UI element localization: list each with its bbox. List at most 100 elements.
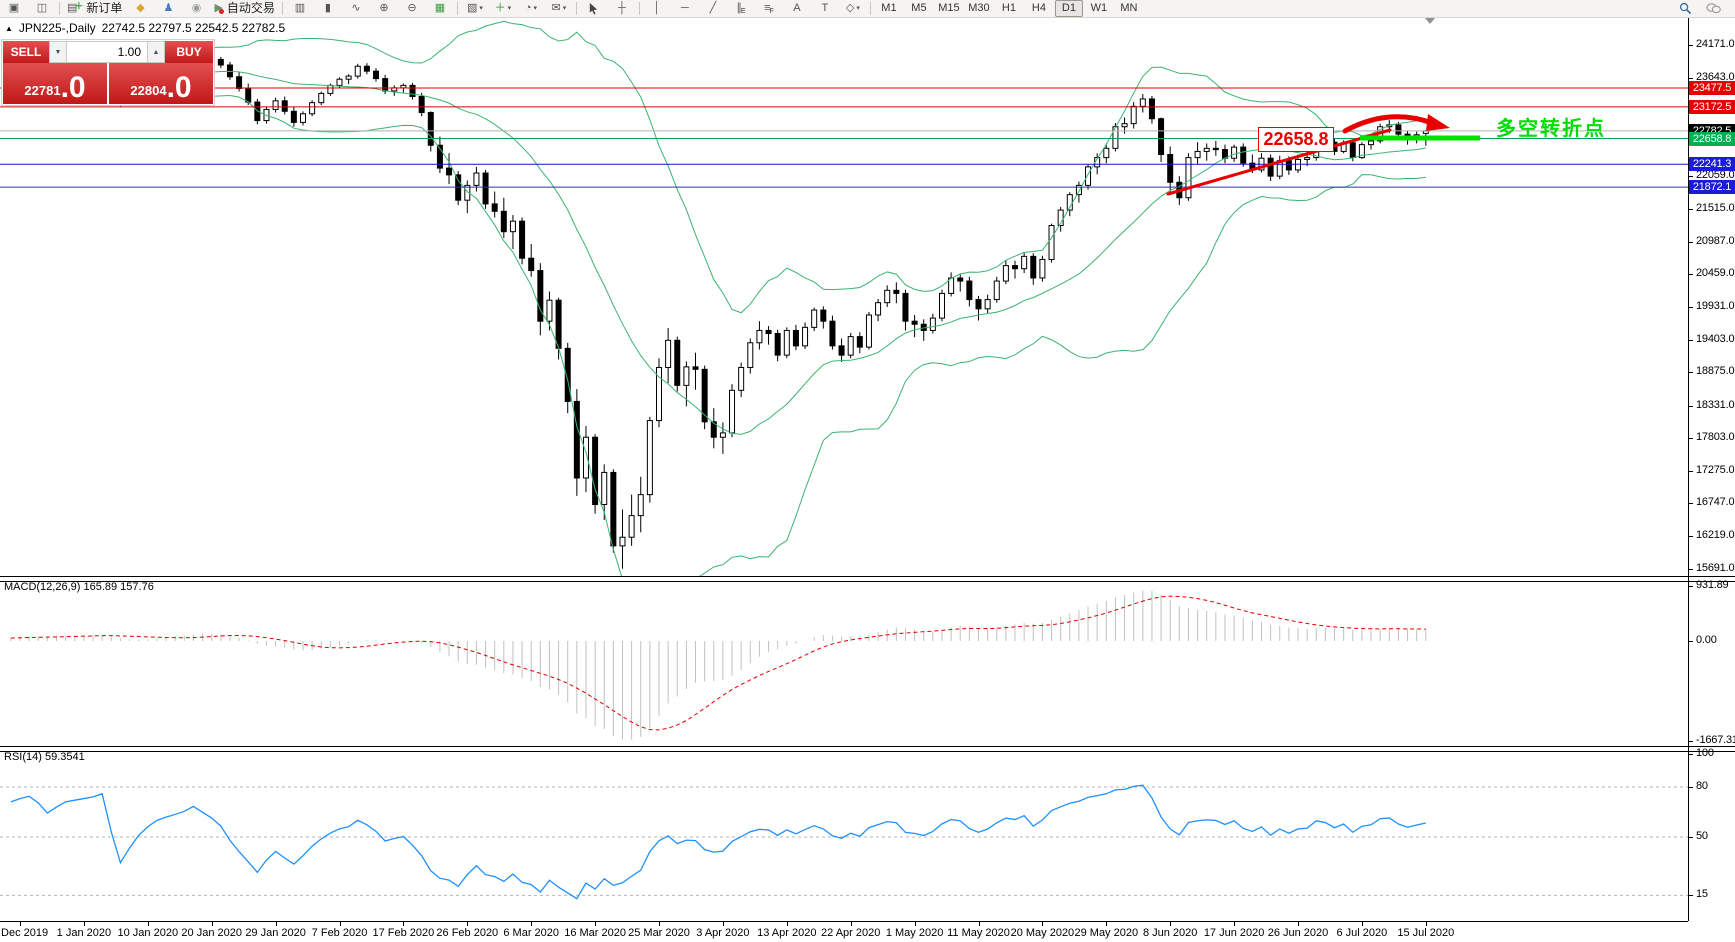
shapes-icon[interactable]: ◇ ▾ xyxy=(845,2,860,14)
community-icon[interactable]: ♟ xyxy=(163,2,174,14)
buy-button[interactable]: BUY xyxy=(165,41,213,63)
tf-h4-button[interactable]: H4 xyxy=(1031,2,1046,14)
axis-tick-label: 50 xyxy=(1696,830,1708,842)
date-tick-label: 13 Apr 2020 xyxy=(757,927,817,939)
axis-tick-label: 18875.0 xyxy=(1696,365,1735,378)
axis-tick-label: 18331.0 xyxy=(1696,398,1735,411)
tf-m30-button[interactable]: M30 xyxy=(968,2,990,14)
date-tick-mark xyxy=(467,922,469,926)
zoom-out-icon[interactable]: ⊖ xyxy=(407,2,417,14)
auto-trading-icon[interactable]: ▶ 自动交易 xyxy=(214,1,275,15)
price-chart-canvas[interactable] xyxy=(0,17,1688,576)
axis-tick-label: 80 xyxy=(1696,779,1708,792)
cursor-icon[interactable] xyxy=(581,0,607,17)
date-tick-label: 7 Feb 2020 xyxy=(311,927,368,939)
chart-candles-icon[interactable]: ▮ xyxy=(324,2,331,14)
price-axis[interactable]: 24171.023643.023115.022587.022059.021515… xyxy=(1689,17,1735,922)
price-level-badge: 23477.5 xyxy=(1689,81,1735,95)
buy-price-main: 22804 xyxy=(130,83,167,98)
date-tick-mark xyxy=(83,922,85,926)
macd-panel-canvas[interactable] xyxy=(0,580,1688,746)
charts-list-icon[interactable]: ▣ xyxy=(8,2,20,14)
tile-windows-icon[interactable]: ▦ xyxy=(434,2,446,14)
profiles-icon[interactable]: ◫ xyxy=(36,2,48,14)
axis-tick-mark xyxy=(1689,306,1693,308)
volume-increase-button[interactable]: ▲ xyxy=(147,41,165,63)
sell-price-button[interactable]: 22781.0 xyxy=(3,63,107,104)
date-tick-mark xyxy=(1106,922,1108,926)
fibonacci-icon[interactable]: ≡ F xyxy=(764,2,774,15)
date-tick-mark xyxy=(147,922,149,926)
axis-tick-mark xyxy=(1689,339,1693,341)
chart-frame-line xyxy=(1688,17,1689,921)
axis-tick-label: 15691.0 xyxy=(1696,561,1735,574)
date-tick-label: 10 Jan 2020 xyxy=(117,927,179,939)
date-tick-label: 20 Jan 2020 xyxy=(181,927,242,939)
toolbar-separator xyxy=(869,2,871,15)
date-tick-label: 17 Jun 2020 xyxy=(1203,927,1265,939)
axis-tick-label: 15 xyxy=(1696,888,1708,901)
tf-h1-button[interactable]: H1 xyxy=(1001,2,1016,14)
crosshair-icon[interactable]: ┼ xyxy=(618,2,626,14)
tf-d1-button[interactable]: D1 xyxy=(1054,0,1083,17)
templates-icon[interactable]: ✉ ▾ xyxy=(551,2,567,14)
tf-w1-button[interactable]: W1 xyxy=(1090,2,1108,14)
rsi-panel-canvas[interactable] xyxy=(0,750,1688,921)
panel-separator[interactable] xyxy=(0,746,1735,752)
date-tick-label: 25 Mar 2020 xyxy=(628,927,690,939)
axis-tick-mark xyxy=(1689,503,1693,505)
channel-icon[interactable]: ∥ E xyxy=(736,2,746,15)
text-icon[interactable]: A xyxy=(793,2,801,14)
vertical-line-icon[interactable]: │ xyxy=(653,2,661,14)
tf-m15-button[interactable]: M15 xyxy=(938,2,960,14)
volume-decrease-button[interactable]: ▼ xyxy=(49,41,67,63)
chinese-annotation-label: 多空转折点 xyxy=(1496,118,1606,140)
tf-mn-button[interactable]: MN xyxy=(1120,2,1138,14)
toolbar-separator xyxy=(456,2,458,15)
chart-bars-icon[interactable]: ▥ xyxy=(294,2,306,14)
date-tick-label: 20 May 2020 xyxy=(1010,927,1075,939)
panel-separator[interactable] xyxy=(0,576,1735,582)
date-tick-mark xyxy=(211,922,213,926)
tf-m5-button[interactable]: M5 xyxy=(911,2,927,14)
date-tick-mark xyxy=(914,922,916,926)
axis-tick-mark xyxy=(1689,209,1693,211)
buy-price-button[interactable]: 22804.0 xyxy=(109,63,213,104)
toolbar-separator xyxy=(281,2,283,15)
text-label-icon[interactable]: T xyxy=(821,2,829,14)
date-tick-mark xyxy=(1361,922,1363,926)
price-annotation-box: 22658.8 xyxy=(1258,127,1334,152)
signals-icon[interactable]: ◉ xyxy=(191,2,202,14)
date-tick-mark xyxy=(531,922,533,926)
date-tick-label: 8 Jun 2020 xyxy=(1142,927,1198,939)
periods-icon[interactable]: ◔ ▾ xyxy=(524,2,537,14)
zoom-in-icon[interactable]: ⊕ xyxy=(379,2,389,14)
search-icon[interactable] xyxy=(1672,0,1698,17)
horizontal-line-icon[interactable]: ─ xyxy=(681,2,689,14)
sell-price-pips: .0 xyxy=(60,71,86,104)
axis-tick-mark xyxy=(1689,470,1693,472)
tf-m1-button[interactable]: M1 xyxy=(881,2,897,14)
collapse-arrow-icon[interactable]: ▲ xyxy=(5,23,13,33)
date-tick-mark xyxy=(659,922,660,926)
axis-tick-mark xyxy=(1689,536,1693,538)
new-order-icon[interactable]: ▤ ＋新订单 xyxy=(67,0,123,15)
trend-line-icon[interactable]: ╱ xyxy=(709,2,717,14)
axis-tick-label: 19931.0 xyxy=(1696,299,1735,312)
date-tick-label: 26 Jun 2020 xyxy=(1267,927,1329,939)
styler-icon[interactable]: ◆ xyxy=(136,2,145,14)
chat-icon[interactable] xyxy=(1700,0,1726,17)
date-tick-mark xyxy=(339,922,341,926)
axis-tick-label: 16219.0 xyxy=(1696,529,1735,542)
indicators-add-icon[interactable]: ＋ ▾ xyxy=(494,2,512,14)
date-tick-label: 3 Apr 2020 xyxy=(696,927,750,939)
volume-input[interactable]: 1.00 xyxy=(67,41,147,63)
sell-button[interactable]: SELL xyxy=(3,41,49,63)
auto-arrange-icon[interactable]: ▧ ▾ xyxy=(466,2,483,14)
buy-price-pips: .0 xyxy=(166,71,192,104)
axis-tick-label: 21515.0 xyxy=(1696,202,1735,215)
chart-line-icon[interactable]: ∿ xyxy=(351,2,361,14)
date-tick-label: 6 Jul 2020 xyxy=(1336,927,1388,939)
toolbar-separator xyxy=(638,2,640,15)
